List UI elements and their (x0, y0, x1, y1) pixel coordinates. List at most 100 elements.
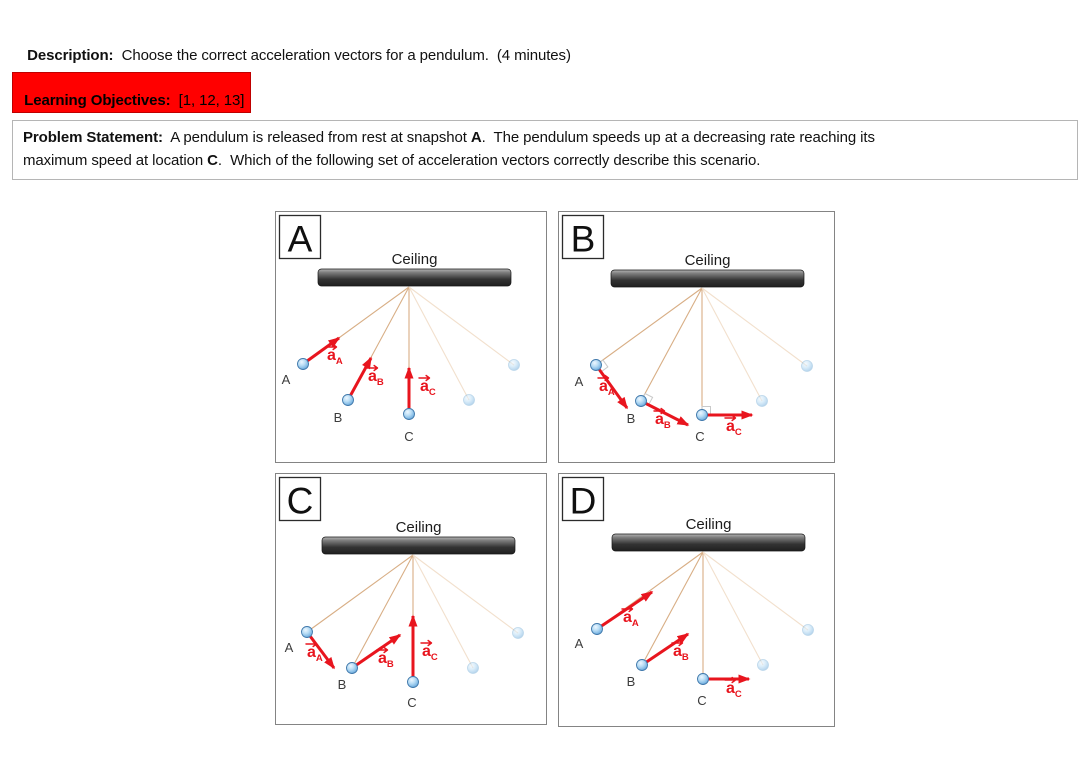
position-label-C: C (695, 429, 704, 444)
pendulum-diagram-A: Ceiling A B CaA aB aC A (278, 214, 520, 444)
pendulum-bob-A (591, 623, 603, 635)
accel-label-C: aC (726, 680, 742, 700)
vector-overbar-A (305, 640, 318, 648)
pendulum-string-G2 (412, 554, 519, 634)
vector-overbar-C (724, 414, 737, 422)
pendulum-diagram-B: Ceiling A B CaA aB aC B (561, 214, 813, 444)
ghost-pendulum-bob (801, 360, 813, 372)
accel-label-B: aB (368, 368, 384, 388)
problem-statement-line-1: Problem Statement: A pendulum is release… (23, 129, 875, 146)
ceiling-bar (321, 536, 516, 555)
accel-vector-A (596, 590, 654, 631)
panel-letter-D: D (570, 481, 597, 522)
panel-letter-C: C (287, 481, 314, 522)
accel-vector-A (594, 364, 629, 410)
pendulum-bob-C (696, 409, 708, 421)
vector-overbar-A (325, 343, 338, 351)
ceiling-label: Ceiling (686, 516, 732, 533)
accel-label-C: aC (420, 378, 436, 398)
learning-objectives-label: Learning Objectives: (24, 92, 171, 109)
ceiling-bar (317, 268, 512, 287)
position-label-A: A (285, 640, 294, 655)
ceiling-label: Ceiling (392, 251, 438, 268)
panel-letter-box (278, 476, 322, 522)
vector-overbar-C (420, 639, 433, 647)
pendulum-string-B (351, 554, 414, 669)
pendulum-bob-A (297, 358, 309, 370)
learning-objectives-values: [1, 12, 13] (170, 92, 245, 109)
pendulum-string-G1 (408, 286, 470, 401)
pendulum-bob-B (635, 395, 647, 407)
ghost-pendulum-bob (756, 395, 768, 407)
position-label-C: C (404, 429, 413, 444)
vector-overbar-A (597, 374, 610, 382)
position-label-C: C (697, 693, 706, 708)
position-label-B: B (338, 677, 347, 692)
position-label-B: B (627, 674, 636, 689)
pendulum-string-G1 (412, 554, 474, 669)
pendulum-bob-A (590, 359, 602, 371)
vector-overbar-B (376, 646, 389, 654)
accel-label-A: aA (307, 644, 323, 664)
ceiling-bar (610, 269, 805, 288)
problem-statement-line-2: maximum speed at location C. Which of th… (23, 152, 761, 169)
vector-overbar-A (621, 605, 634, 613)
ghost-pendulum-bob (757, 659, 769, 671)
accel-vector-A (305, 631, 336, 670)
position-label-C: C (407, 695, 416, 710)
pendulum-diagram-C: Ceiling A B CaA aB aC C (278, 476, 524, 710)
ghost-pendulum-bob (802, 624, 814, 636)
pendulum-bob-B (342, 394, 354, 406)
accel-label-B: aB (673, 643, 689, 663)
pendulum-bob-C (697, 673, 709, 685)
position-label-A: A (282, 372, 291, 387)
ghost-pendulum-bob (463, 394, 475, 406)
pendulum-bob-B (346, 662, 358, 674)
ghost-pendulum-bob (512, 627, 524, 639)
vector-overbar-C (418, 374, 431, 382)
description-label: Description: (27, 47, 114, 64)
pendulum-string-A (595, 287, 703, 366)
position-label-A: A (575, 374, 584, 389)
accel-label-B: aB (655, 411, 671, 431)
accel-vector-B (351, 633, 402, 670)
vector-overbar-C (724, 676, 737, 684)
panel-letter-box (561, 476, 605, 522)
pendulum-string-G2 (702, 551, 809, 631)
ghost-pendulum-bob (467, 662, 479, 674)
panel-letter-A: A (288, 219, 313, 260)
ceiling-label: Ceiling (396, 519, 442, 536)
pendulum-diagram-D: Ceiling A B CaA aB aC D (561, 476, 814, 708)
ceiling-label: Ceiling (685, 252, 731, 269)
panel-letter-B: B (571, 219, 596, 260)
accel-label-A: aA (623, 609, 639, 629)
position-label-B: B (627, 411, 636, 426)
ghost-pendulum-bob (508, 359, 520, 371)
accel-vector-B (641, 632, 690, 667)
pendulum-string-A (306, 554, 414, 633)
accel-vector-B (346, 356, 373, 401)
accel-label-A: aA (327, 347, 343, 367)
vector-overbar-B (366, 364, 379, 372)
description-line: Description: Choose the correct accelera… (19, 30, 571, 64)
pendulum-string-G1 (701, 287, 763, 402)
accel-label-C: aC (422, 643, 438, 663)
accel-label-B: aB (378, 650, 394, 670)
pendulum-string-G2 (408, 286, 515, 366)
learning-objectives-highlight: Learning Objectives: [1, 12, 13] (12, 72, 252, 113)
position-label-B: B (334, 410, 343, 425)
panel-letter-box (278, 214, 322, 260)
pendulum-string-B (641, 551, 704, 666)
pendulum-string-B (640, 287, 703, 402)
ceiling-bar (611, 533, 806, 552)
pendulum-bob-B (636, 659, 648, 671)
problem-statement-box: Problem Statement: A pendulum is release… (12, 120, 1078, 180)
accel-label-C: aC (726, 418, 742, 438)
vector-overbar-B (653, 407, 666, 415)
pendulum-bob-A (301, 626, 313, 638)
pendulum-string-G1 (702, 551, 764, 666)
